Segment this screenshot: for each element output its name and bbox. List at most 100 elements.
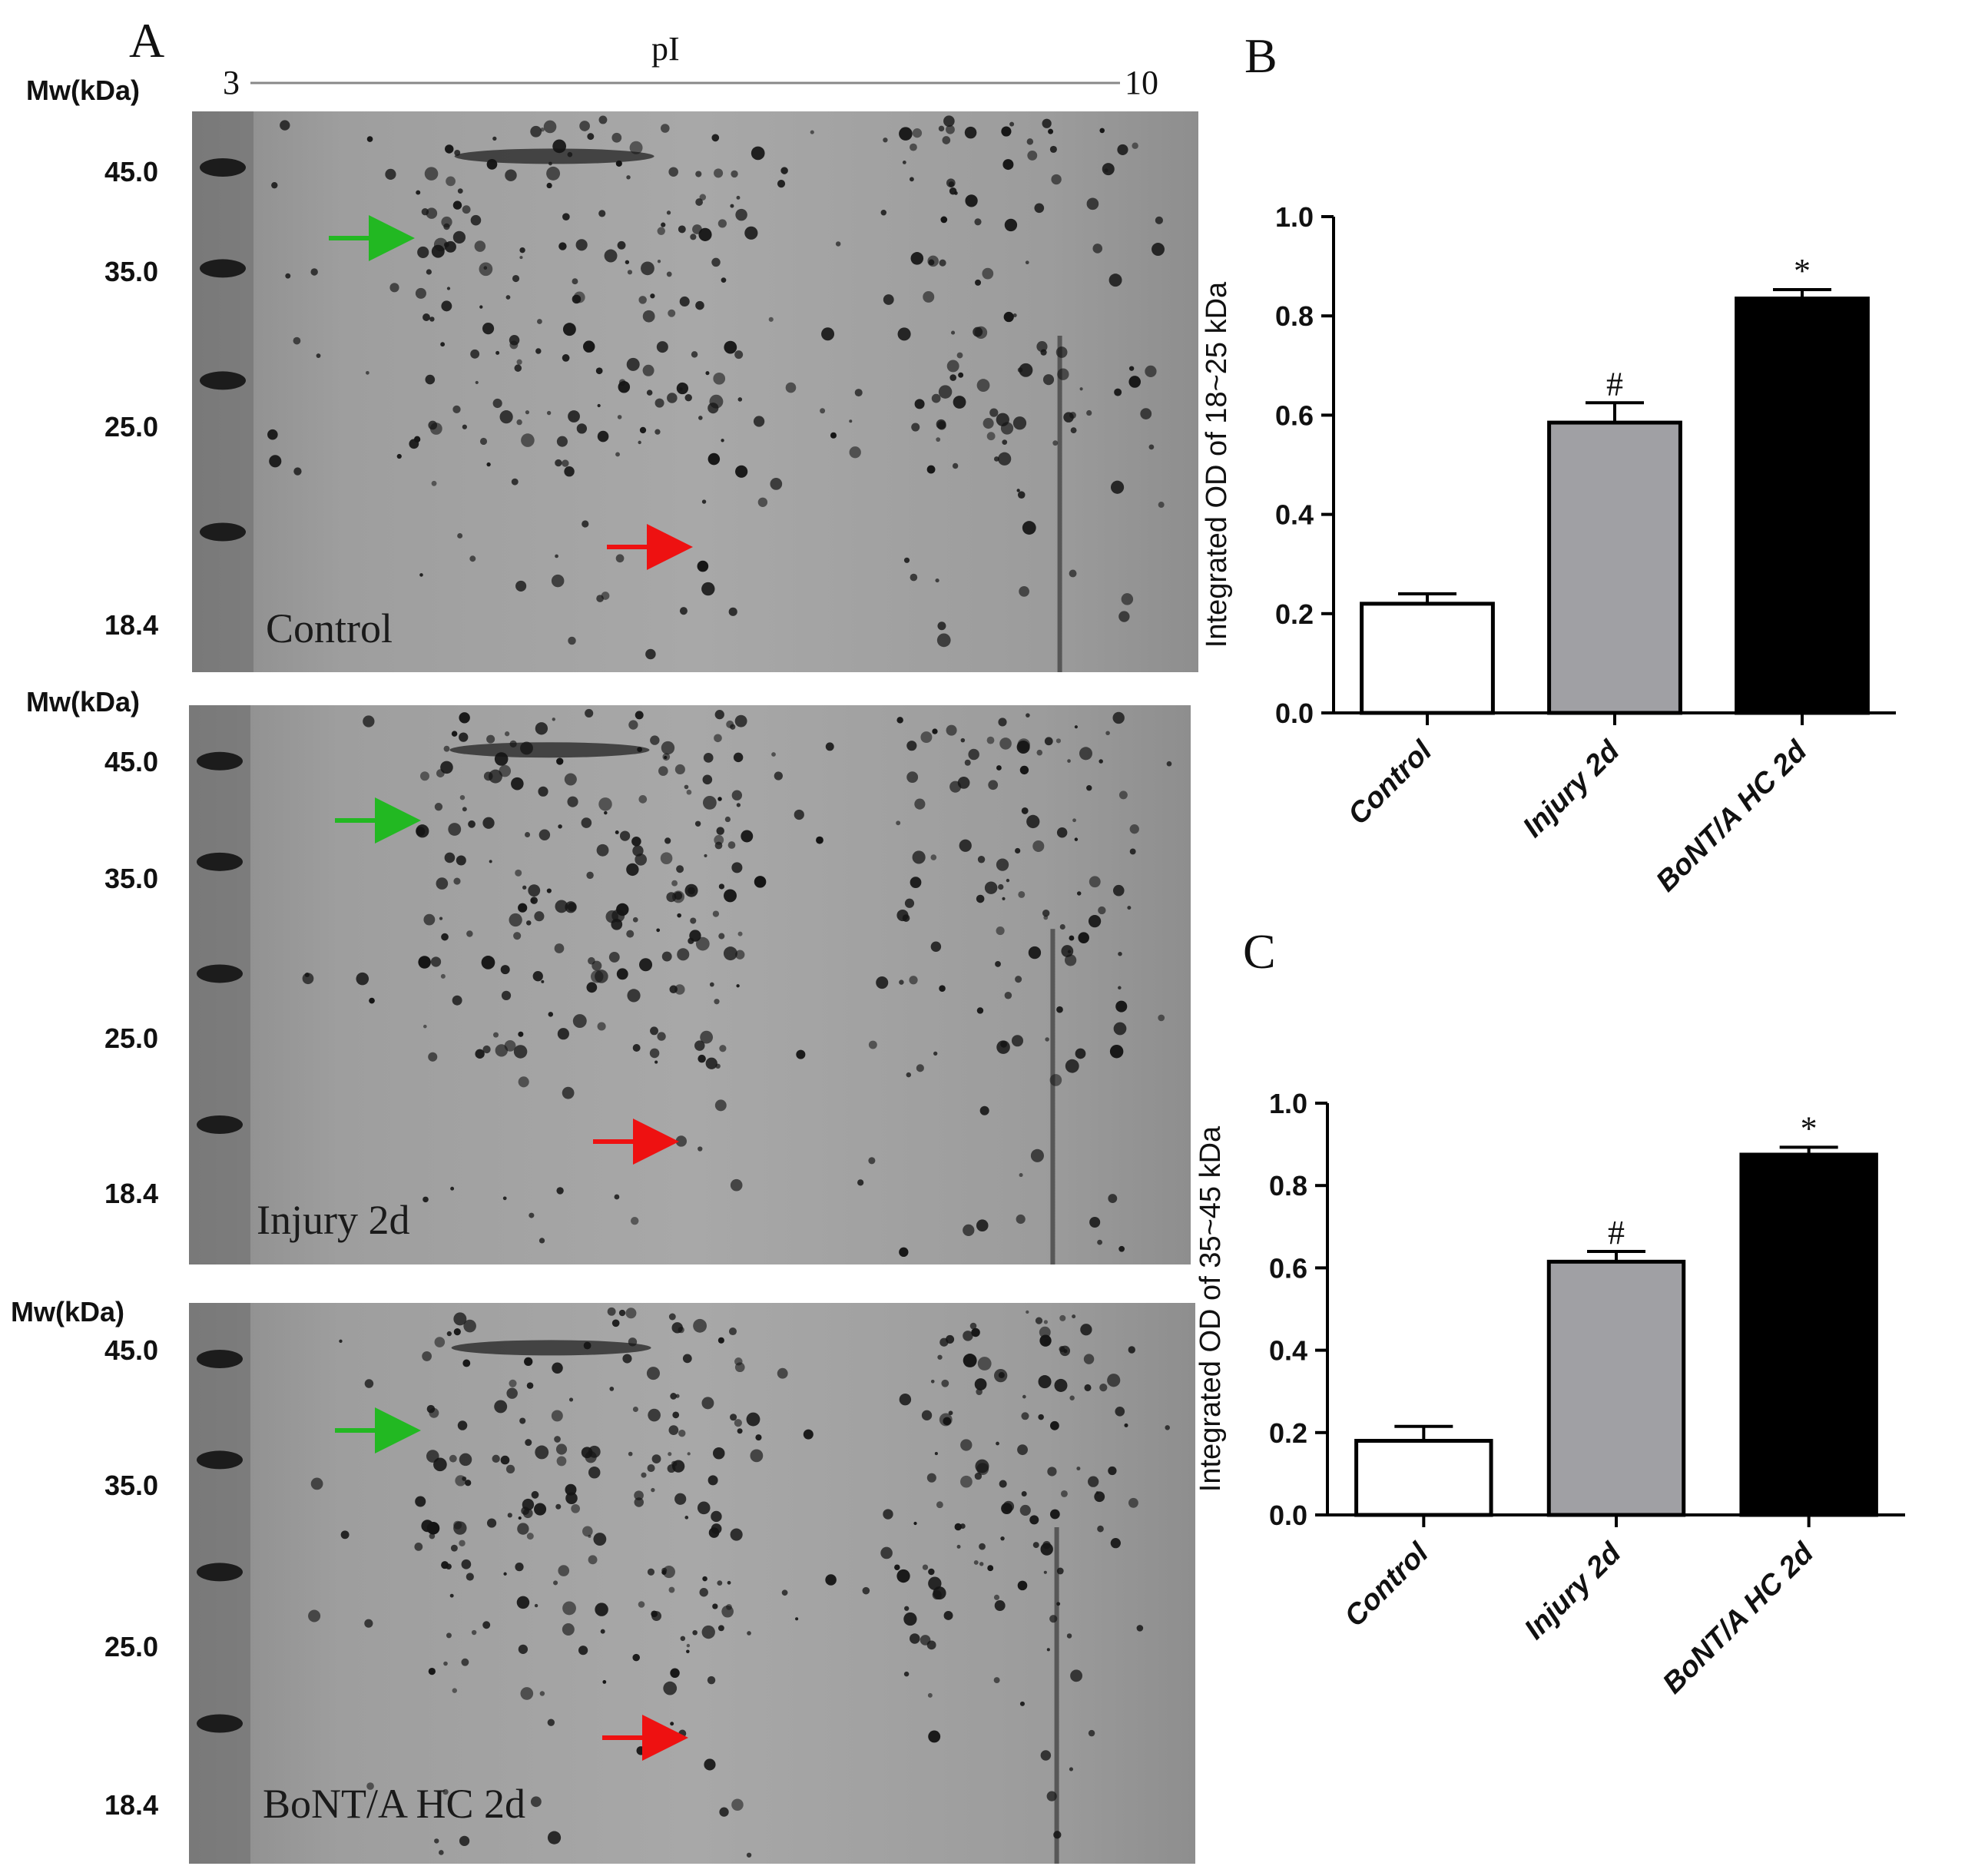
protein-spot	[558, 1565, 570, 1576]
protein-spot	[1025, 260, 1029, 265]
protein-spot	[524, 1357, 533, 1367]
protein-spot	[512, 274, 520, 283]
protein-spot	[554, 943, 565, 953]
mw-tick-25: 25.0	[104, 411, 158, 442]
protein-spot	[951, 330, 956, 335]
marker-band	[197, 1115, 243, 1134]
protein-spot	[456, 855, 466, 866]
protein-spot	[694, 820, 701, 827]
protein-spots	[197, 1307, 1170, 1864]
protein-spot	[661, 1567, 668, 1573]
protein-spot	[534, 1503, 547, 1516]
protein-spot	[714, 834, 724, 845]
protein-spot	[998, 883, 1004, 890]
protein-spot	[462, 424, 467, 429]
protein-spot	[909, 177, 914, 182]
protein-spot	[525, 410, 530, 415]
protein-spot	[1132, 142, 1138, 149]
protein-spot	[1001, 126, 1012, 137]
streak	[1050, 929, 1055, 1264]
protein-spot	[310, 1477, 323, 1490]
protein-spot	[578, 1646, 588, 1656]
protein-spot	[462, 1359, 471, 1367]
protein-spot	[1002, 159, 1014, 171]
protein-spot	[441, 216, 452, 228]
protein-spot	[1084, 1384, 1092, 1391]
protein-spot	[572, 1014, 587, 1029]
protein-spot	[1102, 163, 1115, 176]
protein-spot	[495, 350, 500, 355]
protein-spot	[440, 342, 446, 347]
protein-spot	[1092, 244, 1103, 254]
protein-spot	[996, 413, 1009, 426]
protein-spot	[1112, 711, 1125, 724]
protein-spot	[730, 1528, 743, 1541]
protein-spot	[657, 1032, 666, 1041]
protein-spot	[1074, 837, 1079, 841]
protein-spot	[894, 1564, 900, 1570]
protein-spot	[942, 136, 951, 144]
protein-spot	[608, 951, 620, 963]
protein-spot	[868, 1040, 877, 1049]
protein-spot	[567, 151, 573, 157]
protein-spot	[576, 423, 588, 434]
protein-spot	[687, 1452, 691, 1456]
protein-spot	[670, 1668, 680, 1679]
protein-spot	[425, 374, 436, 385]
protein-spot	[724, 889, 737, 903]
protein-spot	[695, 300, 704, 310]
protein-spot	[1019, 363, 1033, 377]
gel-image	[192, 111, 1198, 672]
protein-spot	[426, 269, 432, 275]
protein-spot	[899, 1393, 912, 1406]
streak	[454, 148, 654, 164]
protein-spot	[661, 951, 672, 962]
marker-band	[197, 1714, 243, 1733]
protein-spot	[1049, 145, 1057, 153]
gel-bont-a-hc-2d: Mw(kDa) 45.0 35.0 25.0 18.4 BoNT/A HC 2d	[11, 1296, 1195, 1864]
protein-spot	[486, 1518, 497, 1528]
protein-spot	[926, 1640, 936, 1650]
protein-spot	[960, 1439, 973, 1451]
protein-spot	[618, 1309, 626, 1317]
protein-spot	[976, 1219, 989, 1232]
protein-spot	[661, 741, 675, 755]
protein-spot	[904, 1606, 910, 1611]
protein-spot	[668, 1313, 676, 1321]
protein-spot	[609, 1387, 615, 1391]
protein-spot	[639, 958, 653, 972]
protein-spot	[1067, 759, 1071, 763]
protein-spot	[459, 1835, 470, 1846]
protein-spot	[896, 909, 909, 922]
protein-spot	[632, 1044, 641, 1052]
protein-spot	[622, 1354, 632, 1364]
protein-spot	[938, 385, 953, 399]
protein-spot	[910, 252, 924, 265]
protein-spot	[928, 1568, 935, 1576]
protein-spot	[959, 839, 972, 852]
protein-spot	[746, 1412, 761, 1427]
mw-tick-25: 25.0	[104, 1631, 158, 1662]
protein-spot	[943, 115, 955, 127]
protein-spot	[466, 930, 473, 937]
protein-spot	[1019, 1504, 1031, 1516]
protein-spot	[712, 1603, 718, 1609]
protein-spot	[910, 877, 922, 889]
protein-spot	[366, 370, 369, 375]
protein-spot	[529, 1212, 535, 1218]
protein-spot	[988, 780, 999, 791]
protein-spot	[906, 741, 917, 751]
protein-spot	[1015, 976, 1022, 983]
protein-spot	[913, 1521, 917, 1526]
protein-spot	[1069, 1395, 1075, 1400]
protein-spot	[366, 1782, 374, 1790]
protein-spot	[500, 965, 510, 975]
protein-spot	[705, 1057, 717, 1069]
protein-spot	[755, 1434, 762, 1441]
protein-spot	[583, 1341, 592, 1350]
protein-spot	[1128, 1497, 1138, 1508]
protein-spot	[1043, 1320, 1048, 1324]
protein-spot	[952, 462, 959, 469]
protein-spot	[449, 1454, 457, 1463]
protein-spot	[446, 1632, 452, 1639]
